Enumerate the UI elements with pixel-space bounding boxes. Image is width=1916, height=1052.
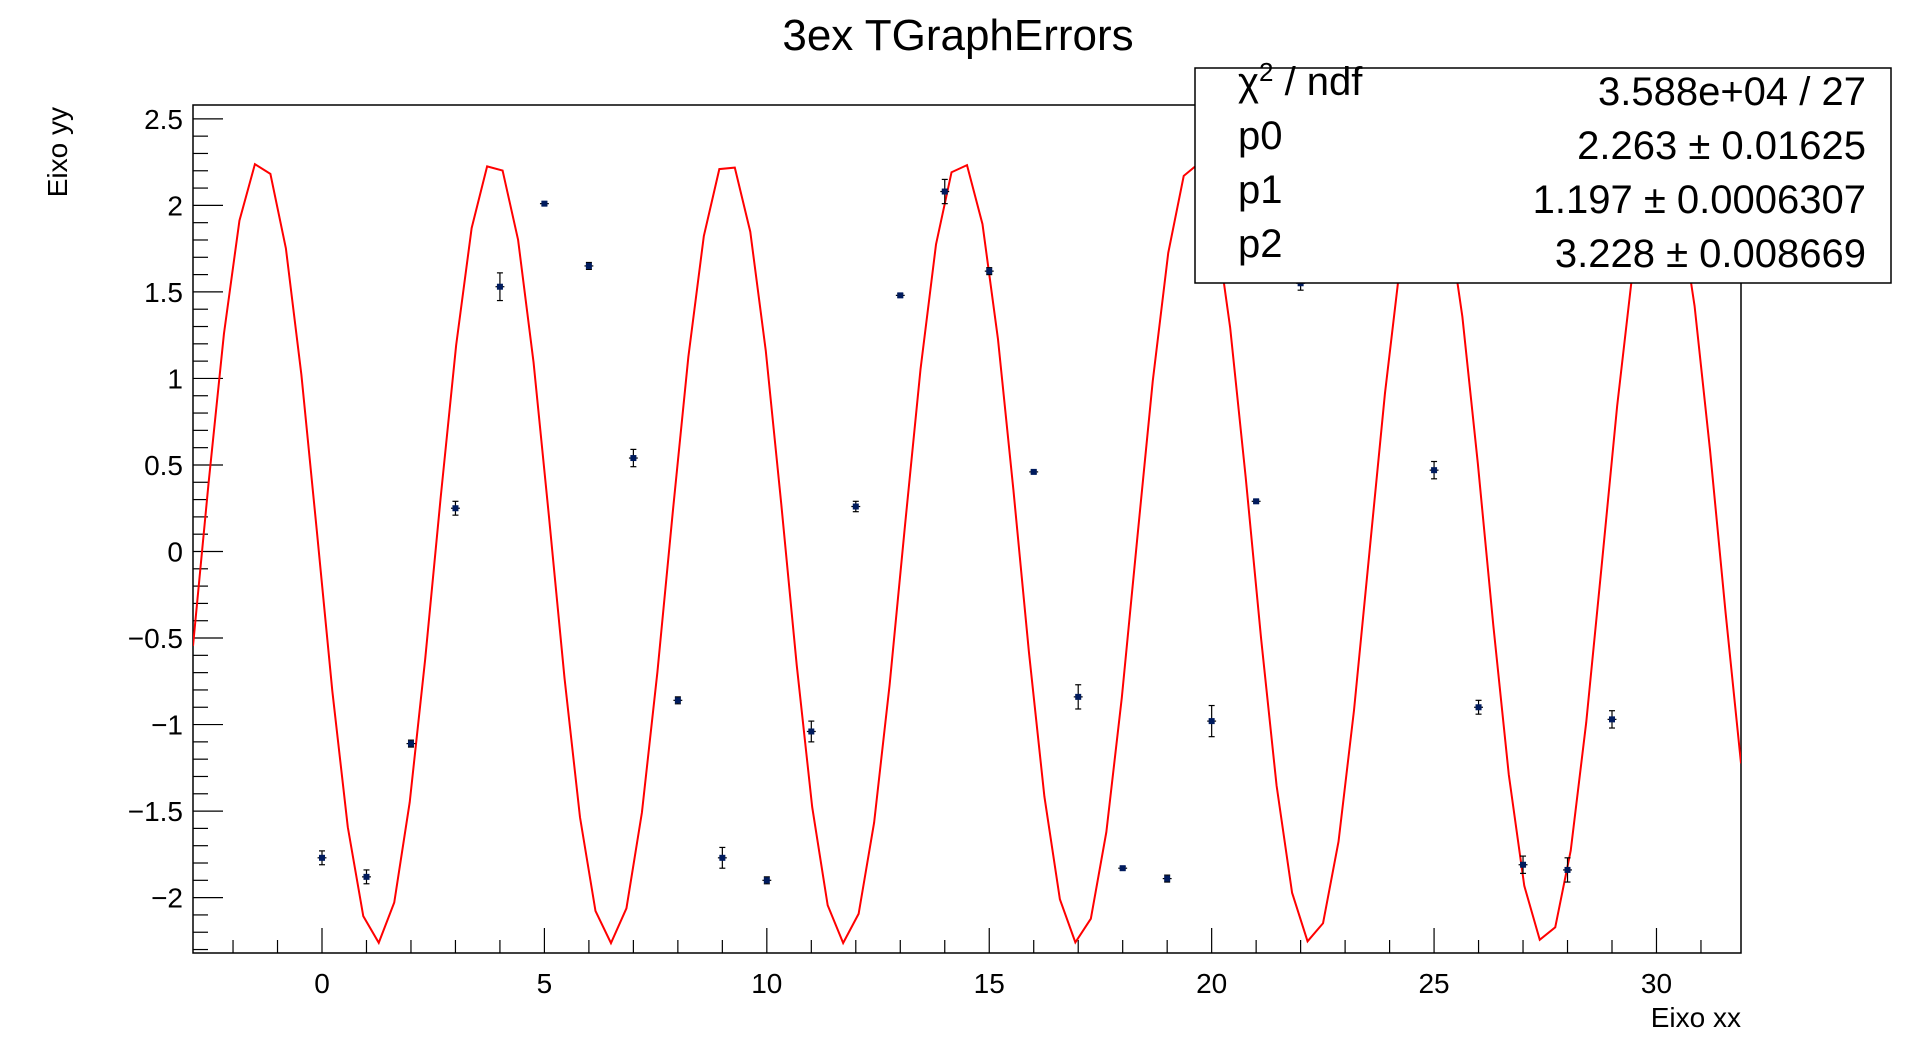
data-point <box>717 846 727 869</box>
y-tick-label: −1.5 <box>128 796 183 827</box>
stats-box: χ2 / ndf 3.588e+04 / 27 p0 2.263 ± 0.01625 p… <box>1194 57 1892 284</box>
fit-curve-layer <box>193 158 1741 946</box>
data-marker <box>1075 693 1082 700</box>
data-marker <box>452 505 459 512</box>
data-points-layer <box>317 178 1617 885</box>
y-tick-label: 1 <box>167 363 183 394</box>
data-marker <box>1609 716 1615 723</box>
data-marker <box>1253 498 1260 505</box>
data-marker <box>630 455 637 462</box>
stats-label-superscript: 2 <box>1259 57 1273 87</box>
y-tick-label: −1 <box>151 710 183 741</box>
data-point <box>451 500 460 516</box>
data-marker <box>1520 861 1527 868</box>
data-marker <box>585 262 592 269</box>
data-point <box>406 739 416 748</box>
data-point <box>539 200 549 207</box>
data-marker <box>808 728 815 735</box>
data-point <box>1207 704 1217 738</box>
data-marker <box>719 854 726 861</box>
stats-label: χ2 / ndf <box>1238 57 1363 104</box>
stats-box-frame <box>1194 67 1892 284</box>
data-marker <box>407 740 414 747</box>
x-tick-label: 30 <box>1641 968 1672 999</box>
data-marker <box>1475 704 1482 711</box>
fit-curve-line <box>193 158 1741 946</box>
data-marker <box>541 200 548 207</box>
stats-label-rest: / ndf <box>1273 60 1363 104</box>
data-marker <box>1030 468 1037 475</box>
data-marker <box>674 697 681 704</box>
stats-value: 3.588e+04 / 27 <box>1598 70 1866 114</box>
data-marker <box>941 188 948 195</box>
data-point <box>1518 855 1528 874</box>
stats-label-main: p1 <box>1238 168 1283 212</box>
stats-label-main: p2 <box>1238 222 1283 266</box>
data-marker <box>1164 875 1171 882</box>
y-tick-label: −2 <box>151 883 183 914</box>
chart-title: 3ex TGraphErrors <box>782 11 1133 60</box>
data-point <box>806 720 816 743</box>
x-axis-label: Eixo xx <box>1651 1002 1741 1033</box>
data-marker <box>1431 467 1438 474</box>
data-point <box>895 292 905 299</box>
data-point <box>317 850 327 866</box>
y-tick-label: 0.5 <box>144 450 183 481</box>
data-marker <box>319 854 325 861</box>
stats-label: p0 <box>1238 114 1283 158</box>
data-point <box>1474 699 1483 715</box>
stats-label-main: χ <box>1238 60 1259 104</box>
data-point <box>495 272 505 302</box>
y-tick-label: 1.5 <box>144 277 183 308</box>
data-point <box>362 869 371 885</box>
stats-label-main: p0 <box>1238 114 1283 158</box>
y-axis: −2 −1.5 −1 −0.5 0 0.5 1 1.5 2 2.5 <box>128 104 223 951</box>
x-tick-label: 20 <box>1196 968 1227 999</box>
data-marker <box>1564 866 1571 873</box>
data-marker <box>897 292 904 299</box>
data-point <box>1251 498 1261 505</box>
y-axis-label: Eixo yy <box>42 107 73 197</box>
data-point <box>673 696 683 705</box>
data-point <box>1118 865 1128 872</box>
data-point <box>1607 710 1617 729</box>
data-point <box>851 500 861 513</box>
y-tick-label: −0.5 <box>128 623 183 654</box>
plot-frame <box>192 104 1742 954</box>
data-point <box>1073 684 1083 710</box>
data-point <box>940 178 950 205</box>
data-marker <box>1119 865 1126 872</box>
x-tick-label: 10 <box>751 968 782 999</box>
data-point <box>628 448 638 468</box>
data-point <box>584 261 594 271</box>
stats-label: p2 <box>1238 222 1283 266</box>
y-tick-label: 2 <box>167 190 183 221</box>
data-point <box>1563 857 1572 883</box>
stats-value: 1.197 ± 0.0006307 <box>1533 178 1866 222</box>
stats-value: 2.263 ± 0.01625 <box>1577 124 1866 168</box>
data-marker <box>852 503 859 510</box>
data-marker <box>1208 718 1215 725</box>
x-tick-label: 25 <box>1418 968 1449 999</box>
y-tick-label: 2.5 <box>144 104 183 135</box>
data-marker <box>763 877 770 884</box>
x-tick-label: 5 <box>537 968 553 999</box>
data-point <box>984 267 994 276</box>
x-axis: 0 5 10 15 20 25 30 <box>232 928 1702 999</box>
data-point <box>762 876 772 885</box>
y-tick-label: 0 <box>167 536 183 567</box>
x-tick-label: 0 <box>314 968 330 999</box>
stats-label: p1 <box>1238 168 1283 212</box>
data-marker <box>986 268 993 275</box>
stats-value: 3.228 ± 0.008669 <box>1555 232 1866 276</box>
data-point <box>1162 874 1172 883</box>
x-tick-label: 15 <box>974 968 1005 999</box>
data-marker <box>363 873 370 880</box>
data-point <box>1429 460 1439 480</box>
data-point <box>1029 468 1039 475</box>
data-marker <box>496 283 503 290</box>
